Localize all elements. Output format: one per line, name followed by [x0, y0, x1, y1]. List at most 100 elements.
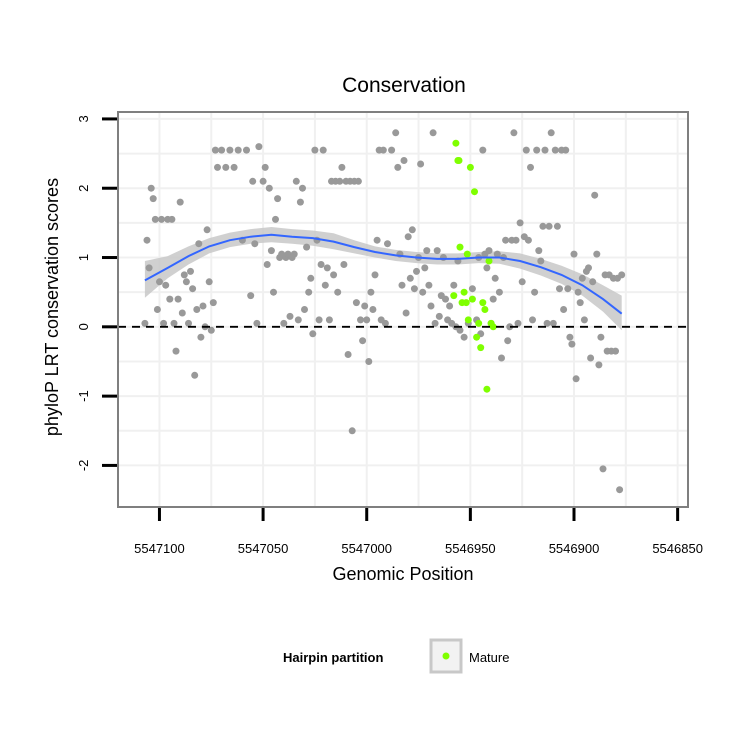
- data-point: [182, 278, 190, 286]
- data-point: [156, 278, 163, 286]
- data-point: [419, 288, 427, 296]
- data-point: [249, 177, 257, 185]
- data-point: [158, 215, 165, 223]
- data-point: [145, 264, 153, 272]
- data-point: [357, 316, 364, 324]
- data-point: [529, 316, 536, 324]
- data-point: [539, 222, 547, 230]
- data-point: [524, 236, 532, 244]
- data-point: [400, 157, 408, 164]
- data-point: [160, 319, 168, 327]
- mature-point: [471, 188, 478, 196]
- data-point: [543, 319, 551, 327]
- data-point: [187, 267, 194, 275]
- data-point: [371, 271, 379, 279]
- data-point: [195, 240, 203, 248]
- x-axis-title: Genomic Position: [332, 564, 473, 584]
- data-point: [493, 250, 501, 258]
- data-point: [255, 143, 263, 151]
- data-point: [506, 323, 514, 331]
- data-point: [612, 347, 619, 355]
- data-point: [535, 247, 543, 255]
- mature-point: [481, 306, 489, 313]
- data-point: [305, 288, 313, 296]
- data-point: [359, 337, 367, 345]
- data-point: [427, 302, 435, 310]
- data-point: [147, 184, 155, 192]
- data-point: [352, 299, 360, 307]
- data-point: [176, 198, 184, 206]
- chart-title: Conservation: [342, 74, 466, 97]
- data-point: [143, 236, 151, 244]
- data-point: [199, 302, 207, 310]
- data-point: [429, 129, 437, 137]
- data-point: [185, 319, 192, 327]
- data-point: [417, 160, 425, 168]
- data-point: [384, 240, 391, 248]
- data-point: [243, 146, 250, 154]
- data-point: [446, 302, 454, 310]
- data-point: [616, 486, 624, 494]
- data-point: [398, 281, 406, 289]
- data-point: [404, 233, 412, 241]
- y-tick-label: 0: [76, 323, 91, 330]
- y-tick-label: -2: [76, 460, 91, 472]
- data-point: [591, 191, 599, 199]
- data-point: [456, 326, 464, 334]
- data-point: [425, 281, 433, 289]
- data-point: [303, 243, 311, 251]
- mature-point: [455, 157, 463, 164]
- data-point: [566, 333, 574, 341]
- data-point: [253, 319, 261, 327]
- data-point: [172, 347, 180, 355]
- data-point: [547, 129, 555, 137]
- mature-point: [463, 250, 471, 258]
- data-point: [435, 312, 443, 320]
- data-point: [189, 285, 197, 293]
- data-point: [334, 288, 342, 296]
- mature-point: [489, 323, 497, 331]
- y-tick-label: 1: [76, 254, 91, 261]
- data-point: [483, 264, 491, 272]
- data-point: [290, 250, 298, 258]
- y-axis: -2 -1 0 1 2 3: [76, 115, 117, 471]
- data-point: [166, 295, 174, 303]
- data-point: [151, 215, 159, 223]
- data-point: [170, 319, 178, 327]
- data-point: [460, 333, 468, 341]
- data-point: [402, 309, 410, 317]
- data-point: [576, 299, 584, 307]
- data-point: [292, 177, 300, 185]
- data-point: [381, 319, 389, 327]
- data-point: [593, 250, 601, 258]
- data-point: [340, 261, 348, 268]
- data-point: [330, 271, 338, 279]
- data-point: [180, 271, 188, 279]
- data-point: [585, 264, 592, 272]
- y-tick-label: 3: [76, 115, 91, 122]
- data-points: [141, 129, 626, 494]
- data-point: [205, 278, 213, 286]
- data-point: [270, 288, 277, 296]
- x-tick-label: 5546900: [549, 541, 600, 556]
- data-point: [388, 146, 396, 154]
- y-axis-title: phyloP LRT conservation scores: [42, 178, 62, 436]
- data-point: [568, 340, 576, 348]
- data-point: [294, 316, 302, 324]
- mature-point: [473, 333, 481, 341]
- mature-point: [483, 385, 491, 393]
- mature-point: [468, 295, 476, 303]
- data-point: [365, 358, 373, 365]
- mature-point: [450, 292, 458, 300]
- data-point: [319, 146, 327, 154]
- data-point: [433, 247, 441, 255]
- data-point: [510, 129, 518, 137]
- data-point: [439, 254, 447, 261]
- mature-point: [462, 299, 470, 307]
- data-point: [265, 184, 273, 192]
- confidence-ribbon: [144, 227, 622, 331]
- data-point: [207, 326, 215, 334]
- data-point: [533, 146, 541, 154]
- mature-point: [456, 243, 464, 251]
